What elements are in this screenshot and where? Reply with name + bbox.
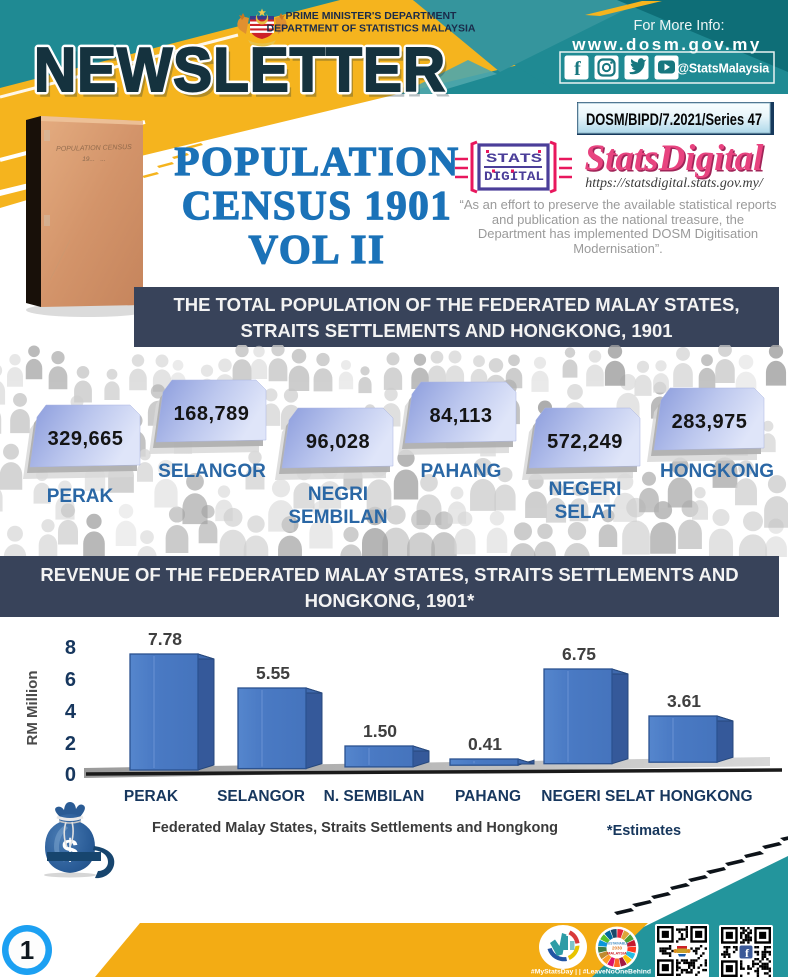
- svg-text:RM Million: RM Million: [24, 671, 41, 746]
- svg-text:96,028: 96,028: [306, 431, 370, 453]
- svg-text:NEGRI: NEGRI: [308, 484, 368, 505]
- svg-text:NEWSLETTER: NEWSLETTER: [34, 36, 446, 105]
- svg-text:329,665: 329,665: [48, 428, 124, 450]
- svg-text:SUSTAINABLE: SUSTAINABLE: [606, 942, 628, 946]
- svg-text:SELAT: SELAT: [555, 502, 616, 523]
- svg-text:N. SEMBILAN: N. SEMBILAN: [324, 788, 425, 805]
- svg-text:PAHANG: PAHANG: [455, 788, 521, 805]
- svg-text:Federated Malay States, Strait: Federated Malay States, Straits Settleme…: [152, 820, 558, 836]
- svg-text:HONGKONG: HONGKONG: [660, 788, 753, 805]
- svg-text:www.dosm.gov.my: www.dosm.gov.my: [571, 35, 762, 54]
- svg-text:3.61: 3.61: [667, 691, 701, 711]
- svg-text:DEPARTMENT OF STATISTICS MALAY: DEPARTMENT OF STATISTICS MALAYSIA: [266, 23, 475, 35]
- svg-text:5.55: 5.55: [256, 663, 290, 683]
- svg-text:0.41: 0.41: [468, 734, 502, 754]
- svg-text:POPULATION CENSUS: POPULATION CENSUS: [56, 144, 132, 153]
- svg-text:f: f: [574, 58, 581, 80]
- svg-text:6: 6: [65, 669, 76, 691]
- svg-text:7.78: 7.78: [148, 629, 182, 649]
- svg-text:STATS: STATS: [486, 151, 542, 166]
- svg-text:DOSM/BIPD/7.2021/Series 47: DOSM/BIPD/7.2021/Series 47: [586, 110, 762, 129]
- svg-text:19... ...: 19... ...: [82, 156, 106, 163]
- svg-text:SELANGOR: SELANGOR: [217, 788, 305, 805]
- svg-text:#MyStatsDay | | #LeaveNoOneBeh: #MyStatsDay | | #LeaveNoOneBehind: [531, 969, 651, 976]
- svg-text:HONGKONG: HONGKONG: [660, 461, 774, 482]
- svg-text:8: 8: [65, 637, 76, 659]
- svg-text:SELANGOR: SELANGOR: [158, 461, 266, 482]
- svg-text:2: 2: [65, 733, 76, 755]
- svg-text:6.75: 6.75: [562, 644, 596, 664]
- svg-text:0: 0: [65, 764, 76, 786]
- svg-text:2030: 2030: [612, 946, 623, 951]
- svg-text:PERAK: PERAK: [47, 486, 114, 507]
- svg-text:572,249: 572,249: [547, 431, 623, 453]
- svg-text:168,789: 168,789: [174, 403, 250, 425]
- svg-text:1: 1: [20, 935, 34, 965]
- svg-text:NEGERI SELAT: NEGERI SELAT: [541, 788, 655, 805]
- svg-text:@StatsMalaysia: @StatsMalaysia: [677, 62, 770, 76]
- svg-text:PERAK: PERAK: [124, 788, 179, 805]
- svg-text:For More Info:: For More Info:: [633, 18, 724, 34]
- svg-text:283,975: 283,975: [672, 411, 748, 433]
- svg-text:*Estimates: *Estimates: [607, 823, 681, 839]
- svg-text:1.50: 1.50: [363, 721, 397, 741]
- svg-text:PAHANG: PAHANG: [421, 461, 502, 482]
- svg-text:PRIME MINISTER'S DEPARTMENT: PRIME MINISTER'S DEPARTMENT: [286, 10, 457, 22]
- svg-text:NEGERI: NEGERI: [549, 479, 622, 500]
- svg-text:DIGITAL: DIGITAL: [484, 169, 544, 184]
- svg-text:f: f: [745, 946, 750, 960]
- svg-text:84,113: 84,113: [429, 405, 492, 427]
- svg-text:SEMBILAN: SEMBILAN: [288, 507, 387, 528]
- svg-text:MALAYSIA: MALAYSIA: [607, 952, 627, 956]
- svg-text:NEWSLETTER: NEWSLETTER: [34, 36, 446, 105]
- svg-text:NEWSLETTER: NEWSLETTER: [38, 41, 450, 110]
- svg-text:4: 4: [65, 701, 77, 723]
